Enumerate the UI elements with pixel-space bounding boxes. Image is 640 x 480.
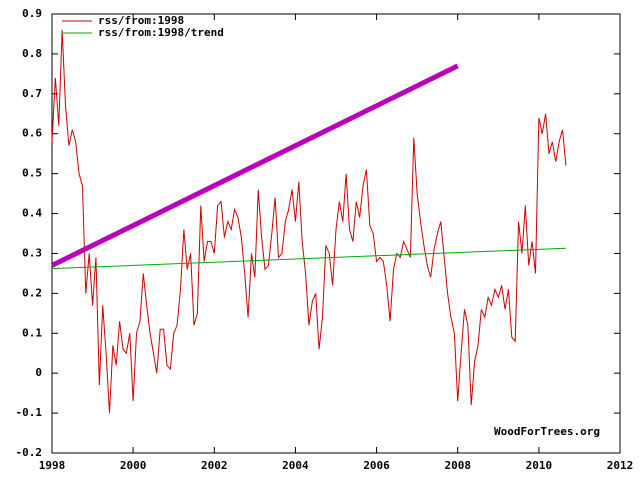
y-tick-label: 0.1: [22, 326, 42, 339]
plot-frame: [51, 13, 621, 454]
series-line: [51, 247, 566, 270]
y-tick-label: -0.2: [16, 446, 43, 459]
y-tick-label: 0.5: [22, 167, 42, 180]
y-tick-label: 0.7: [22, 87, 42, 100]
y-tick-label: 0.4: [22, 207, 42, 220]
y-tick-label: 0.8: [22, 47, 42, 60]
watermark: WoodForTrees.org: [494, 425, 600, 438]
y-tick-label: 0: [35, 366, 42, 379]
x-tick-label: 1998: [39, 459, 66, 472]
legend-label: rss/from:1998/trend: [98, 26, 224, 39]
x-tick-label: 2004: [282, 459, 309, 472]
x-tick-label: 2010: [526, 459, 553, 472]
x-tick-label: 2012: [607, 459, 634, 472]
x-tick-label: 2000: [120, 459, 147, 472]
series-line: [50, 63, 459, 268]
legend-label: rss/from:1998: [98, 14, 184, 27]
y-tick-label: -0.1: [16, 406, 43, 419]
y-tick-label: 0.6: [22, 127, 42, 140]
y-tick-label: 0.2: [22, 286, 42, 299]
y-tick-label: 0.3: [22, 246, 42, 259]
x-tick-label: 2006: [363, 459, 390, 472]
x-tick-label: 2008: [444, 459, 471, 472]
y-tick-label: 0.9: [22, 7, 42, 20]
x-tick-label: 2002: [201, 459, 228, 472]
series-line: [51, 29, 567, 414]
